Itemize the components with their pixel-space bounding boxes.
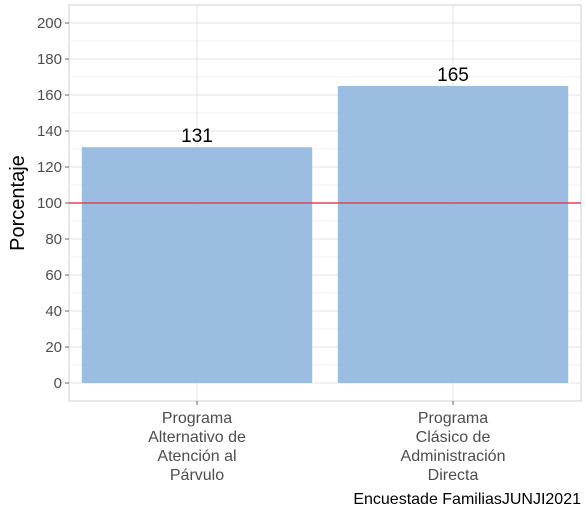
x-category-label: Programa Alternativo de Atención al Párvulo — [148, 410, 246, 484]
y-axis-ticks: 0 20 40 60 80 100 120 140 160 180 200 — [37, 15, 454, 405]
bar — [81, 147, 313, 383]
y-axis-title: Porcentaje — [7, 155, 29, 251]
y-tick-label: 20 — [45, 339, 62, 356]
bar — [337, 86, 569, 383]
bars — [81, 86, 569, 383]
y-tick-label: 160 — [37, 87, 62, 104]
y-tick-label: 140 — [37, 123, 62, 140]
y-tick-label: 120 — [37, 159, 62, 176]
y-tick-label: 180 — [37, 51, 62, 68]
y-tick-label: 0 — [54, 375, 62, 392]
bar-value-label: 165 — [437, 65, 469, 86]
y-tick-label: 100 — [37, 195, 62, 212]
caption: Encuestade FamiliasJUNJI2021 — [353, 491, 581, 508]
x-category-label: Programa Clásico de Administración Directa — [401, 410, 506, 484]
y-tick-label: 60 — [45, 267, 62, 284]
bar-value-labels: 131 165 — [181, 65, 469, 147]
y-tick-label: 200 — [37, 15, 62, 32]
bar-value-label: 131 — [181, 126, 213, 147]
y-tick-label: 40 — [45, 303, 62, 320]
x-axis-categories: Programa Alternativo de Atención al Párvulo… — [148, 410, 505, 484]
y-tick-label: 80 — [45, 231, 62, 248]
